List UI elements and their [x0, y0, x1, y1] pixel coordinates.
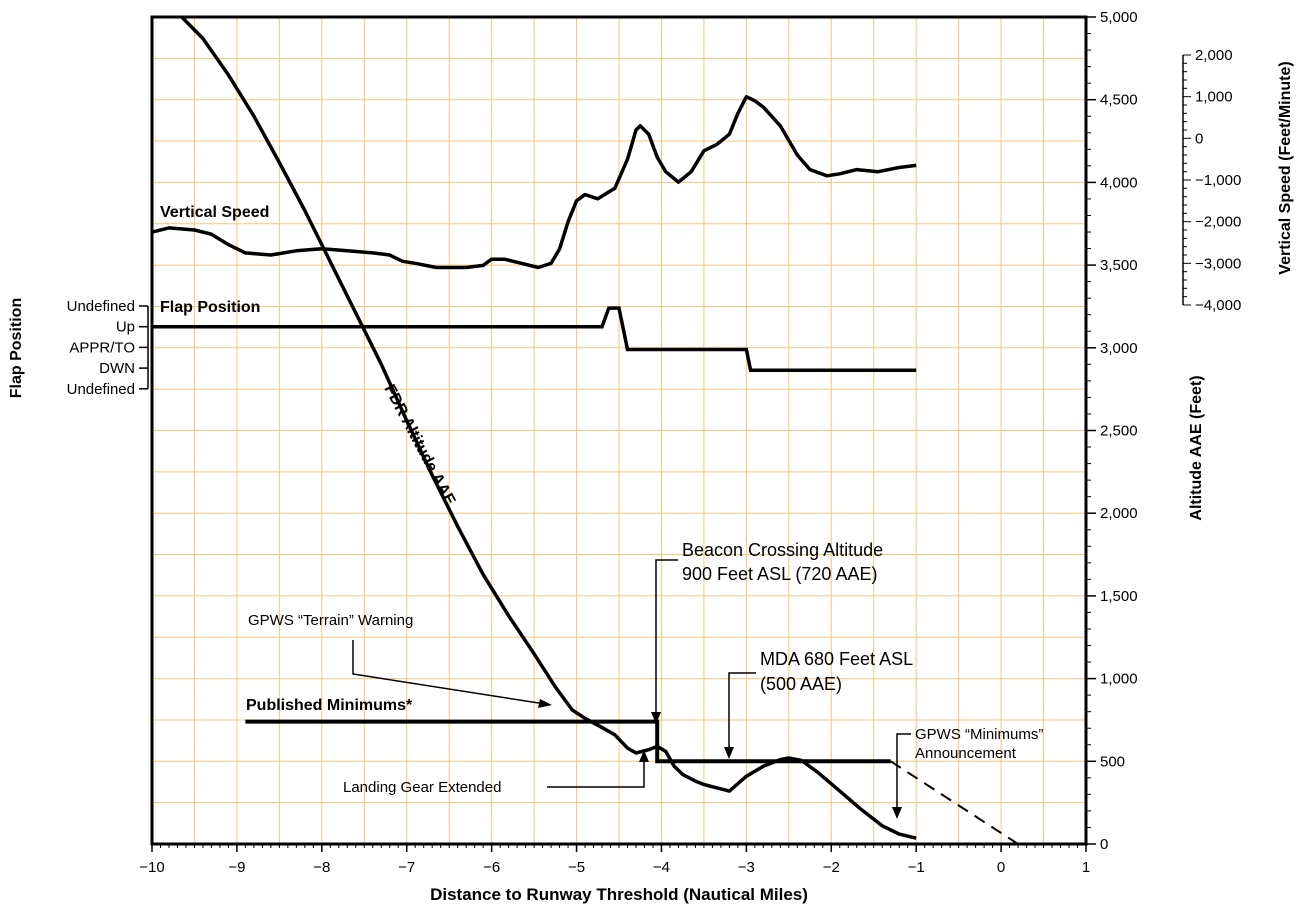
flap-tick-label: Undefined — [67, 298, 135, 315]
x-tick-label: −2 — [823, 859, 840, 876]
gpws-terrain-leader — [352, 640, 546, 705]
altitude-tick-label: 1,000 — [1100, 671, 1138, 688]
flap-tick-label: Up — [116, 319, 135, 336]
altitude-tick-label: 1,500 — [1100, 588, 1138, 605]
vertical-speed-tick-label: −4,000 — [1195, 297, 1241, 314]
vertical-speed-tick-label: 1,000 — [1195, 89, 1233, 106]
x-tick-label: 0 — [997, 859, 1005, 876]
vertical-speed-tick-label: −3,000 — [1195, 255, 1241, 272]
fdr-altitude-line — [180, 15, 917, 840]
vertical-speed-series-label: Vertical Speed — [160, 204, 269, 221]
x-tick-label: −9 — [228, 859, 245, 876]
x-tick-label: −7 — [398, 859, 415, 876]
gpws-terrain-annotation: GPWS “Terrain” Warning — [248, 612, 413, 629]
x-tick-label: −6 — [483, 859, 500, 876]
x-tick-label: −4 — [653, 859, 670, 876]
published-minimums-line — [245, 719, 891, 764]
vertical-speed-tick-label: 2,000 — [1195, 47, 1233, 64]
mda-annotation-line-2: (500 AAE) — [760, 674, 842, 694]
vertical-speed-tick-label: 0 — [1195, 130, 1203, 147]
vertical-speed-line — [151, 94, 917, 270]
flap-axis-label: Flap Position — [8, 298, 25, 398]
altitude-tick-label: 2,500 — [1100, 423, 1138, 440]
altitude-axis-label: Altitude AAE (Feet) — [1188, 375, 1205, 520]
altitude-tick-label: 500 — [1100, 753, 1125, 770]
mda-arrowhead — [724, 747, 734, 759]
gpws-terrain-arrowhead — [538, 699, 552, 708]
altitude-tick-label: 4,500 — [1100, 92, 1138, 109]
flap-position-series-label: Flap Position — [160, 299, 260, 316]
altitude-tick-label: 2,000 — [1100, 505, 1138, 522]
altitude-tick-label: 4,000 — [1100, 174, 1138, 191]
flap-position-line — [152, 306, 917, 372]
beacon-annotation-line-1: Beacon Crossing Altitude — [682, 540, 883, 560]
x-tick-label: −10 — [139, 859, 164, 876]
landing-gear-annotation: Landing Gear Extended — [343, 779, 501, 796]
beacon-leader — [655, 559, 678, 720]
gpws-minimums-arrowhead — [892, 807, 902, 819]
published-minimums-extension — [890, 760, 1019, 845]
vertical-speed-tick-label: −2,000 — [1195, 214, 1241, 231]
annotation-leaders — [352, 559, 911, 819]
mda-annotation-line-1: MDA 680 Feet ASL — [760, 649, 913, 669]
x-tick-label: −1 — [908, 859, 925, 876]
fdr-altitude-series-label: FDR Altitude AAE — [380, 382, 458, 509]
gpws-minimums-annotation-line-2: Announcement — [915, 745, 1017, 762]
gpws-minimums-annotation-line-1: GPWS “Minimums” — [915, 726, 1043, 743]
altitude-tick-label: 5,000 — [1100, 9, 1138, 26]
flap-tick-label: Undefined — [67, 381, 135, 398]
x-tick-label: −8 — [313, 859, 330, 876]
flap-tick-label: APPR/TO — [69, 339, 135, 356]
series-layer — [151, 15, 1019, 845]
x-tick-label: −3 — [738, 859, 755, 876]
altitude-tick-label: 0 — [1100, 836, 1108, 853]
altitude-tick-label: 3,500 — [1100, 257, 1138, 274]
vertical-speed-tick-label: −1,000 — [1195, 172, 1241, 189]
x-tick-label: 1 — [1082, 859, 1090, 876]
mda-leader — [728, 672, 756, 755]
x-axis-label: Distance to Runway Threshold (Nautical M… — [430, 885, 808, 904]
beacon-arrowhead — [651, 712, 661, 724]
tick-layer: −10 −9 −8 −7 −6 −5 −4 −3 −2 −1 0 105001,0001,5002,0… — [67, 9, 1242, 876]
altitude-tick-label: 3,000 — [1100, 340, 1138, 357]
landing-gear-leader — [547, 755, 645, 788]
beacon-annotation-line-2: 900 Feet ASL (720 AAE) — [682, 564, 877, 584]
flap-tick-label: DWN — [99, 360, 135, 377]
landing-gear-arrowhead — [639, 750, 649, 762]
vertical-speed-axis-label: Vertical Speed (Feet/Minute) — [1277, 61, 1294, 274]
gpws-minimums-leader — [896, 733, 911, 815]
x-tick-label: −5 — [568, 859, 585, 876]
published-minimums-label: Published Minimums* — [246, 697, 413, 714]
